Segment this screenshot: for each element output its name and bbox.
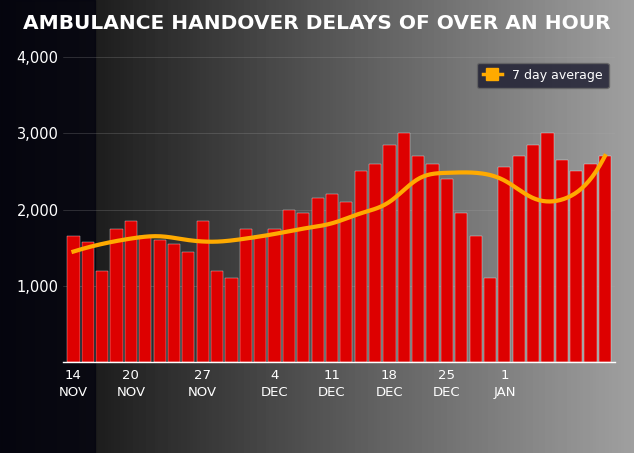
- Bar: [427, 164, 439, 362]
- Bar: [412, 156, 424, 362]
- Bar: [240, 229, 252, 362]
- Bar: [541, 133, 553, 362]
- Bar: [110, 229, 122, 362]
- Bar: [0, 0, 95, 453]
- Bar: [527, 145, 539, 362]
- Bar: [326, 194, 338, 362]
- Bar: [82, 241, 94, 362]
- Bar: [197, 221, 209, 362]
- Text: AMBULANCE HANDOVER DELAYS OF OVER AN HOUR: AMBULANCE HANDOVER DELAYS OF OVER AN HOU…: [23, 14, 611, 33]
- Bar: [570, 171, 582, 362]
- Bar: [398, 133, 410, 362]
- Bar: [225, 278, 238, 362]
- Bar: [585, 164, 597, 362]
- Bar: [498, 168, 510, 362]
- Bar: [211, 271, 223, 362]
- Bar: [340, 202, 353, 362]
- Bar: [268, 229, 281, 362]
- Bar: [139, 236, 152, 362]
- Bar: [153, 240, 165, 362]
- Bar: [311, 198, 324, 362]
- Bar: [470, 236, 482, 362]
- Bar: [96, 271, 108, 362]
- Bar: [484, 278, 496, 362]
- Bar: [283, 209, 295, 362]
- Bar: [254, 236, 266, 362]
- Bar: [168, 244, 180, 362]
- Bar: [354, 171, 367, 362]
- Bar: [384, 145, 396, 362]
- Bar: [182, 251, 195, 362]
- Bar: [556, 160, 568, 362]
- Bar: [369, 164, 381, 362]
- Bar: [297, 213, 309, 362]
- Bar: [125, 221, 137, 362]
- Bar: [513, 156, 525, 362]
- Bar: [441, 179, 453, 362]
- Legend: 7 day average: 7 day average: [477, 63, 609, 88]
- Bar: [455, 213, 467, 362]
- Bar: [67, 236, 79, 362]
- Bar: [599, 156, 611, 362]
